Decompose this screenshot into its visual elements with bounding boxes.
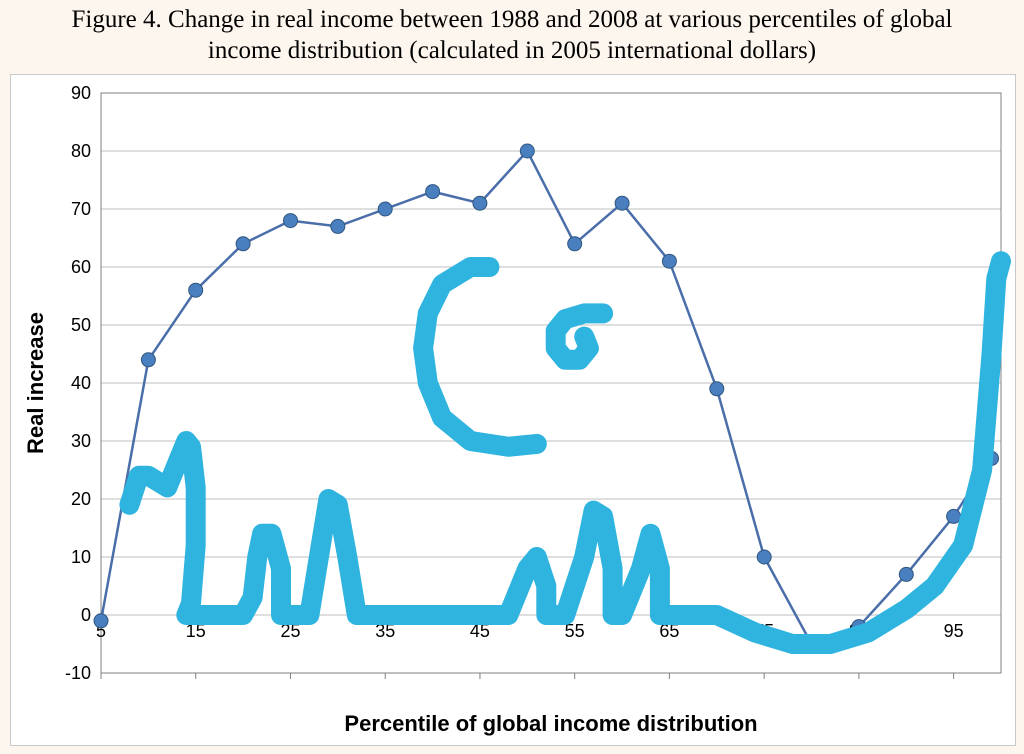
- data-point: [568, 237, 582, 251]
- data-point: [615, 196, 629, 210]
- x-tick-label: 95: [944, 621, 964, 641]
- data-point: [757, 550, 771, 564]
- y-axis-label: Real increase: [23, 312, 48, 454]
- elephant-doodle: [129, 261, 1001, 644]
- y-tick-label: -10: [65, 663, 91, 683]
- elephant-chart: 5152535455565758595-10010203040506070809…: [11, 75, 1015, 745]
- data-point: [426, 185, 440, 199]
- data-point: [378, 202, 392, 216]
- data-point: [141, 353, 155, 367]
- data-point: [94, 614, 108, 628]
- chart-container: 5152535455565758595-10010203040506070809…: [10, 74, 1016, 746]
- y-tick-label: 50: [71, 315, 91, 335]
- data-point: [899, 567, 913, 581]
- y-tick-label: 80: [71, 141, 91, 161]
- y-tick-label: 60: [71, 257, 91, 277]
- data-point: [189, 283, 203, 297]
- x-axis-label: Percentile of global income distribution: [344, 711, 757, 736]
- data-point: [331, 219, 345, 233]
- y-tick-label: 0: [81, 605, 91, 625]
- data-point: [710, 382, 724, 396]
- y-tick-label: 40: [71, 373, 91, 393]
- y-tick-label: 30: [71, 431, 91, 451]
- y-tick-label: 20: [71, 489, 91, 509]
- y-tick-label: 90: [71, 83, 91, 103]
- data-point: [236, 237, 250, 251]
- data-point: [284, 214, 298, 228]
- y-tick-label: 10: [71, 547, 91, 567]
- y-tick-label: 70: [71, 199, 91, 219]
- data-point: [662, 254, 676, 268]
- figure-title-line1: Figure 4. Change in real income between …: [72, 6, 953, 33]
- data-point: [473, 196, 487, 210]
- data-point: [947, 509, 961, 523]
- data-point: [520, 144, 534, 158]
- figure-title: Figure 4. Change in real income between …: [0, 0, 1024, 73]
- figure-title-line2: income distribution (calculated in 2005 …: [208, 37, 816, 64]
